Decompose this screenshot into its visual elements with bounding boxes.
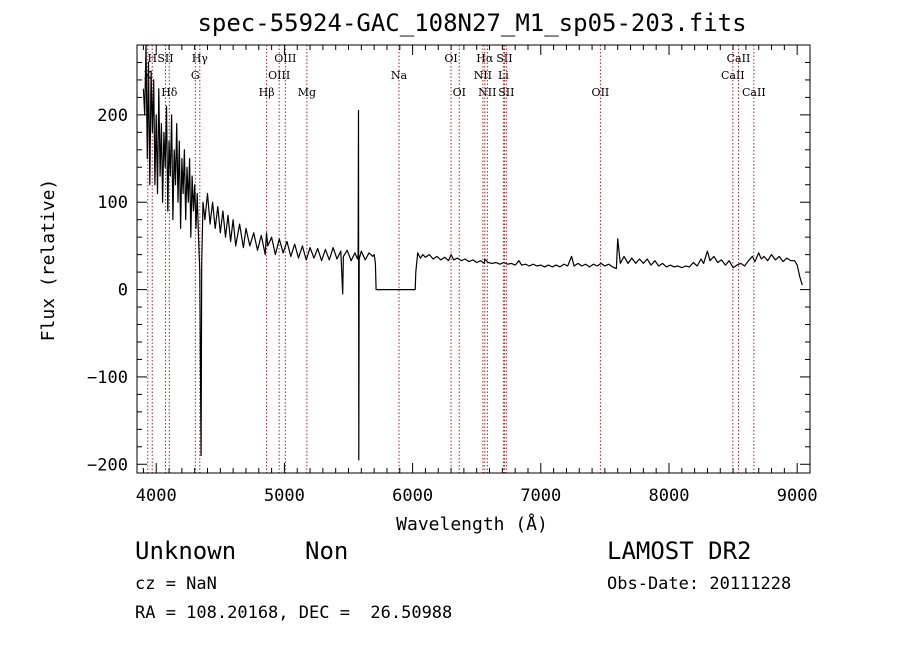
x-tick-label: 8000	[649, 486, 690, 506]
spectral-line-label: CaII	[727, 52, 751, 65]
y-tick-label: 0	[118, 281, 128, 301]
x-tick-label: 9000	[777, 486, 818, 506]
spectral-line-label: Hβ	[259, 86, 275, 99]
spectral-line-label: OI	[444, 52, 457, 65]
spectral-line-label: Na	[391, 69, 408, 82]
survey-name: LAMOST DR2	[607, 537, 752, 565]
spectral-line-label: H	[147, 52, 157, 65]
y-tick-label: −100	[87, 368, 128, 388]
spectral-line-label: OIII	[268, 69, 290, 82]
spectrum-series-layer	[142, 44, 803, 461]
spectral-line-label: SII	[498, 86, 514, 99]
chart-title: spec-55924-GAC_108N27_M1_sp05-203.fits	[197, 9, 746, 37]
object-subclass: Non	[305, 537, 349, 565]
spectral-line-label: OI	[453, 86, 466, 99]
y-tick-label: −200	[87, 455, 128, 475]
plot-frame	[136, 44, 811, 474]
y-axis: −200 −100 0 100 200	[87, 44, 810, 475]
x-tick-label: 4000	[136, 486, 177, 506]
spectrum-line	[142, 44, 803, 461]
spectral-line-label: OII	[592, 86, 610, 99]
spectral-line-label: Hγ	[192, 52, 209, 65]
spectral-line-label: CaII	[742, 86, 766, 99]
observation-date: Obs-Date: 20111228	[607, 574, 792, 594]
spectral-line-label: Mg	[298, 86, 316, 99]
spectral-line-label: Hα	[476, 52, 494, 65]
spectral-line-label: SII	[496, 52, 512, 65]
x-tick-label: 5000	[264, 486, 305, 506]
spectral-line-label: G	[191, 69, 200, 82]
x-axis: 4000 5000 6000 7000 8000 9000	[136, 45, 818, 506]
x-axis-label: Wavelength (Å)	[396, 513, 548, 535]
x-tick-label: 6000	[392, 486, 433, 506]
spectral-line-label: NII	[478, 86, 496, 99]
spectral-line-label: Hδ	[161, 86, 178, 99]
y-tick-label: 200	[97, 106, 128, 126]
ra-dec-coordinates: RA = 108.20168, DEC = 26.50988	[135, 603, 453, 623]
y-tick-label: 100	[97, 193, 128, 213]
spectral-line-label: SII	[157, 52, 173, 65]
redshift-cz: cz = NaN	[135, 574, 217, 594]
spectral-line-label: Li	[498, 69, 509, 82]
y-axis-label: Flux (relative)	[38, 179, 59, 342]
spectral-line-label: CaII	[721, 69, 745, 82]
spectral-line-label: NII	[474, 69, 492, 82]
x-tick-label: 7000	[520, 486, 561, 506]
object-class: Unknown	[135, 537, 237, 565]
spectral-line-label: OIII	[274, 52, 296, 65]
